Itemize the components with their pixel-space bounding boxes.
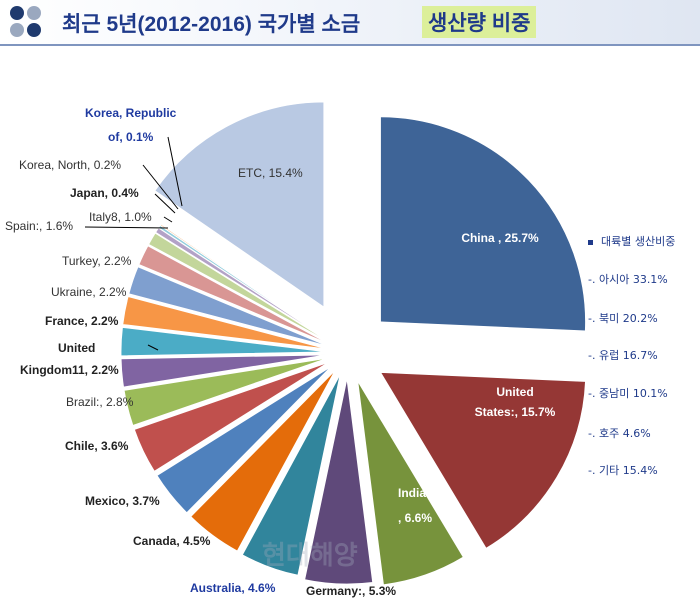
pie-slice: [159, 223, 331, 341]
pie-slice: [138, 245, 329, 344]
logo-dots-icon: [10, 6, 44, 40]
legend-item: -. 호주 4.6%: [588, 427, 651, 440]
leader-line: [154, 193, 176, 214]
slice-data-label: Canada, 4.5%: [133, 534, 211, 548]
pie-slice: [120, 327, 327, 357]
slice-data-label: Mexico, 3.7%: [85, 494, 160, 508]
slice-data-label: China , 25.7%: [461, 231, 539, 245]
legend-item: -. 북미 20.2%: [588, 312, 658, 325]
pie-slice: [304, 378, 374, 585]
slice-data-label: Japan, 0.4%: [70, 186, 139, 200]
slice-data-label: Australia, 4.6%: [190, 581, 276, 595]
slice-data-label: Chile, 3.6%: [65, 439, 129, 453]
slice-data-label: India:e, 6.6%: [398, 486, 437, 525]
slice-data-label: France, 2.2%: [45, 314, 119, 328]
legend-item: -. 유럽 16.7%: [588, 349, 658, 362]
slice-data-label: Italy8, 1.0%: [89, 210, 152, 224]
pie-slice: [190, 370, 336, 552]
slice-data-label: Spain:, 1.6%: [5, 219, 73, 233]
slice-data-label: ETC, 15.4%: [238, 166, 303, 180]
legend-item: -. 기타 15.4%: [588, 464, 658, 477]
legend-item: -. 아시아 33.1%: [588, 273, 668, 286]
page-title: 최근 5년(2012-2016) 국가별 소금: [62, 13, 361, 36]
pie-slice: [133, 362, 329, 472]
slice-data-label: Ukraine, 2.2%: [51, 285, 127, 299]
pie-slice: [120, 354, 327, 388]
page-title-highlight: 생산량 비중: [422, 6, 537, 38]
leader-line: [167, 136, 183, 207]
leader-line: [142, 164, 179, 210]
pie-slice: [380, 116, 586, 332]
slice-data-label: United Kingdom11, 2.2%: [20, 341, 119, 377]
pie-slice: [379, 372, 586, 549]
slice-data-label: Korea, Republic of, 0.1%: [85, 106, 177, 144]
leader-line: [163, 216, 173, 223]
leader-line: [147, 344, 159, 351]
pie-slice: [123, 357, 327, 426]
pie-slice: [154, 101, 325, 308]
pie-slice: [156, 366, 332, 514]
pie-slice: [357, 381, 464, 586]
legend-title-text: 대륙별 생산비중: [601, 235, 676, 248]
slice-data-label: United States:, 15.7%: [475, 385, 556, 419]
legend-item: -. 중남미 10.1%: [588, 387, 668, 400]
slice-data-label: Germany:, 5.3%: [306, 584, 396, 598]
leader-line: [84, 226, 169, 229]
slice-data-label: Brazil:, 2.8%: [66, 395, 134, 409]
watermark: 현대해양: [262, 540, 358, 570]
header-bar: 최근 5년(2012-2016) 국가별 소금 생산량 비중: [0, 0, 700, 46]
legend-bullet-icon: [588, 239, 593, 245]
pie-slice: [128, 266, 328, 347]
slice-data-label: Turkey, 2.2%: [62, 254, 132, 268]
slice-data-label: Korea, North, 0.2%: [19, 158, 121, 172]
pie-slice: [148, 232, 330, 343]
pie-slice: [241, 374, 341, 576]
pie-slice: [122, 296, 327, 350]
legend-title: 대륙별 생산비중: [588, 233, 675, 249]
